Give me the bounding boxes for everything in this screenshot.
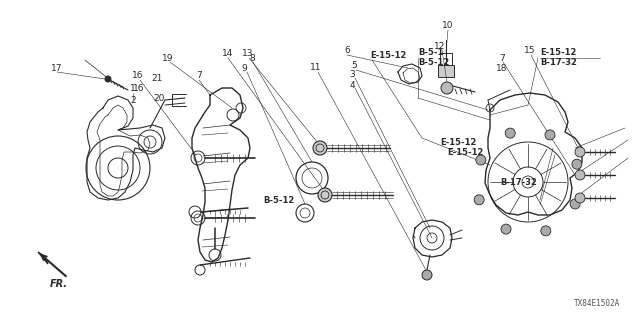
Text: 17: 17: [51, 63, 63, 73]
Circle shape: [575, 170, 585, 180]
FancyArrowPatch shape: [42, 255, 66, 276]
Circle shape: [105, 76, 111, 82]
Text: B-17-32: B-17-32: [500, 178, 537, 187]
Text: 8: 8: [249, 53, 255, 62]
Circle shape: [572, 159, 582, 169]
Text: 14: 14: [222, 49, 234, 58]
Text: 6: 6: [344, 45, 350, 54]
Text: TX84E1502A: TX84E1502A: [573, 299, 620, 308]
Circle shape: [575, 147, 585, 157]
Circle shape: [570, 199, 580, 209]
FancyBboxPatch shape: [440, 53, 452, 65]
Circle shape: [501, 224, 511, 234]
Text: 7: 7: [196, 70, 202, 79]
Text: 3: 3: [349, 69, 355, 78]
Text: 9: 9: [241, 63, 247, 73]
Circle shape: [313, 141, 327, 155]
Text: 7: 7: [499, 53, 505, 62]
Text: 11: 11: [310, 62, 322, 71]
Text: E-15-12: E-15-12: [440, 138, 476, 147]
Circle shape: [505, 128, 515, 138]
Text: E-15-12: E-15-12: [447, 148, 483, 156]
Text: E-15-12: E-15-12: [370, 51, 406, 60]
Text: 19: 19: [163, 53, 173, 62]
Text: 15: 15: [524, 45, 536, 54]
Text: 21: 21: [151, 74, 163, 83]
Circle shape: [476, 155, 486, 165]
Text: B-17-32: B-17-32: [540, 58, 577, 67]
Text: 16: 16: [132, 70, 144, 79]
FancyBboxPatch shape: [438, 65, 454, 77]
Circle shape: [541, 226, 551, 236]
Text: B-5-12: B-5-12: [263, 196, 294, 204]
Text: FR.: FR.: [50, 279, 68, 289]
Text: E-15-12: E-15-12: [540, 47, 577, 57]
Text: B-5-12: B-5-12: [418, 58, 449, 67]
Text: 2: 2: [130, 95, 136, 105]
Text: 13: 13: [243, 49, 253, 58]
Text: 20: 20: [154, 93, 164, 102]
Text: 16: 16: [133, 84, 145, 92]
Circle shape: [474, 195, 484, 205]
Circle shape: [545, 130, 555, 140]
Text: 5: 5: [351, 60, 357, 69]
Text: 12: 12: [435, 42, 445, 51]
Text: 1: 1: [130, 84, 136, 92]
Circle shape: [575, 193, 585, 203]
Polygon shape: [38, 252, 48, 264]
Text: 4: 4: [349, 81, 355, 90]
Circle shape: [422, 270, 432, 280]
Text: 10: 10: [442, 20, 454, 29]
Circle shape: [441, 82, 453, 94]
Text: B-5-1: B-5-1: [418, 47, 444, 57]
Circle shape: [318, 188, 332, 202]
Text: 18: 18: [496, 63, 508, 73]
